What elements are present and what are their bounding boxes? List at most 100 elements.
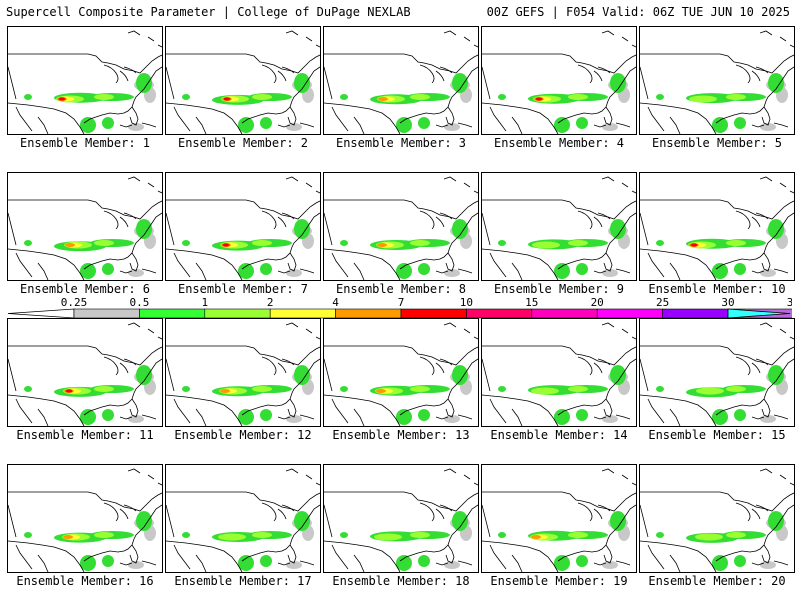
ensemble-member-label: Ensemble Member: 14 bbox=[490, 428, 628, 442]
map-boundary bbox=[119, 414, 157, 420]
scp-map bbox=[166, 468, 320, 572]
scp-contour bbox=[656, 532, 664, 538]
colorbar-segment bbox=[73, 308, 140, 319]
scp-map bbox=[324, 30, 478, 134]
map-boundary bbox=[751, 122, 789, 128]
scp-contour bbox=[696, 387, 724, 395]
map-boundary bbox=[324, 345, 478, 366]
colorbar-tick-label: 0.25 bbox=[61, 296, 88, 309]
ensemble-member-label: Ensemble Member: 15 bbox=[648, 428, 786, 442]
scp-contour bbox=[24, 94, 32, 100]
map-boundary bbox=[8, 358, 17, 392]
map-boundary bbox=[261, 64, 295, 84]
map-boundary bbox=[103, 64, 137, 84]
map-boundary bbox=[8, 504, 17, 538]
map-boundary bbox=[289, 212, 320, 254]
map-boundary bbox=[593, 268, 631, 274]
map-boundary bbox=[640, 358, 649, 392]
scp-contour bbox=[610, 219, 626, 239]
map-boundary bbox=[482, 199, 636, 220]
map-boundary bbox=[241, 398, 297, 418]
ensemble-member-label: Ensemble Member: 6 bbox=[19, 282, 151, 296]
map-boundary bbox=[715, 106, 771, 126]
map-boundary bbox=[399, 544, 455, 564]
scp-contour bbox=[656, 240, 664, 246]
scp-contour bbox=[136, 365, 152, 385]
map-boundary bbox=[331, 544, 365, 572]
scp-contour bbox=[24, 240, 32, 246]
map-boundary bbox=[601, 322, 636, 340]
map-boundary bbox=[435, 560, 473, 566]
map-boundary bbox=[647, 544, 681, 572]
map-boundary bbox=[324, 491, 478, 512]
map-boundary bbox=[601, 30, 636, 48]
ensemble-map-panel bbox=[323, 318, 479, 427]
scp-contour bbox=[576, 117, 588, 129]
scp-contour bbox=[396, 263, 412, 279]
map-boundary bbox=[127, 176, 162, 194]
scp-contour bbox=[410, 94, 430, 100]
scp-contour bbox=[136, 511, 152, 531]
map-boundary bbox=[640, 345, 794, 366]
ensemble-map-panel bbox=[7, 464, 163, 573]
scp-contour bbox=[576, 555, 588, 567]
map-boundary bbox=[482, 248, 559, 280]
scp-contour bbox=[218, 533, 246, 541]
map-boundary bbox=[443, 322, 478, 340]
scp-contour bbox=[734, 263, 746, 275]
scp-contour bbox=[734, 555, 746, 567]
map-boundary bbox=[605, 212, 636, 254]
scp-contour bbox=[768, 365, 784, 385]
scp-contour bbox=[80, 555, 96, 571]
scp-contour bbox=[24, 386, 32, 392]
scp-contour bbox=[238, 409, 254, 425]
scp-contour bbox=[726, 240, 746, 246]
map-boundary bbox=[289, 504, 320, 546]
scp-contour bbox=[554, 555, 570, 571]
scp-contour bbox=[252, 94, 272, 100]
map-boundary bbox=[763, 66, 794, 108]
map-boundary bbox=[640, 504, 649, 538]
map-boundary bbox=[15, 252, 49, 280]
map-boundary bbox=[557, 106, 613, 126]
scp-contour bbox=[65, 243, 75, 247]
map-boundary bbox=[715, 252, 771, 272]
map-boundary bbox=[489, 544, 523, 572]
scp-map bbox=[324, 176, 478, 280]
map-boundary bbox=[763, 212, 794, 254]
scp-contour bbox=[712, 263, 728, 279]
ensemble-member-label: Ensemble Member: 10 bbox=[648, 282, 786, 296]
map-boundary bbox=[447, 358, 478, 400]
scp-contour bbox=[498, 94, 506, 100]
scp-contour bbox=[410, 240, 430, 246]
colorbar-segment bbox=[662, 308, 729, 319]
map-boundary bbox=[482, 212, 491, 246]
map-boundary bbox=[419, 64, 453, 84]
ensemble-map-panel bbox=[165, 172, 321, 281]
map-boundary bbox=[8, 248, 85, 280]
scp-contour bbox=[294, 365, 310, 385]
colorbar-segment bbox=[466, 308, 533, 319]
map-boundary bbox=[482, 504, 491, 538]
map-boundary bbox=[482, 394, 559, 426]
map-boundary bbox=[593, 122, 631, 128]
map-boundary bbox=[482, 358, 491, 392]
scp-contour bbox=[726, 94, 746, 100]
map-boundary bbox=[324, 248, 401, 280]
map-boundary bbox=[443, 30, 478, 48]
map-boundary bbox=[127, 30, 162, 48]
colorbar-tick-label: 4 bbox=[332, 296, 339, 309]
scp-contour bbox=[102, 117, 114, 129]
scp-contour bbox=[726, 386, 746, 392]
map-boundary bbox=[83, 252, 139, 272]
scp-contour bbox=[80, 409, 96, 425]
scp-map bbox=[640, 322, 794, 426]
colorbar-tick-label: 0.5 bbox=[129, 296, 149, 309]
scp-contour bbox=[396, 555, 412, 571]
scp-contour bbox=[58, 97, 66, 101]
scp-contour bbox=[734, 409, 746, 421]
map-boundary bbox=[285, 322, 320, 340]
scp-contour bbox=[498, 386, 506, 392]
map-boundary bbox=[640, 199, 794, 220]
scp-contour bbox=[768, 219, 784, 239]
